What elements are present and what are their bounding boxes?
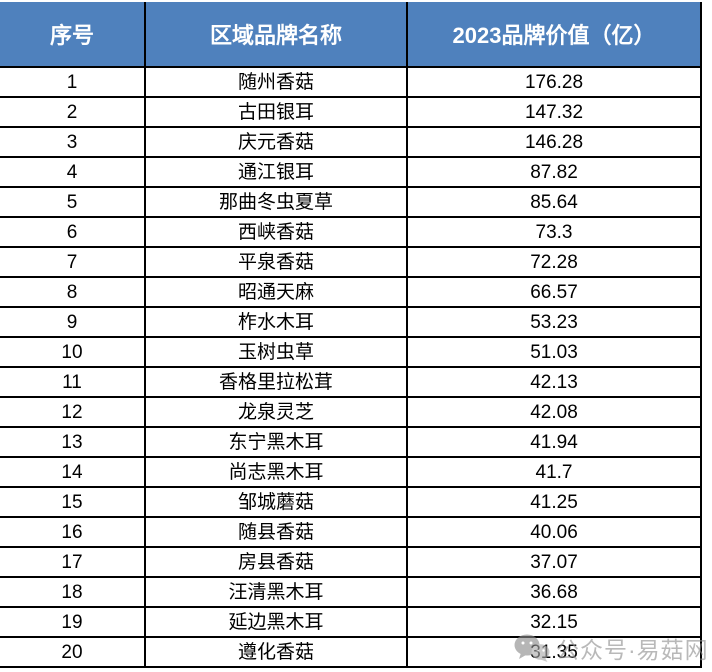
cell-brand: 东宁黑木耳 bbox=[144, 426, 408, 458]
cell-value: 41.25 bbox=[406, 486, 702, 518]
cell-value: 41.94 bbox=[406, 426, 702, 458]
cell-value: 40.06 bbox=[406, 516, 702, 548]
cell-value: 72.28 bbox=[406, 246, 702, 278]
cell-rank: 3 bbox=[0, 126, 146, 158]
cell-value: 36.68 bbox=[406, 576, 702, 608]
table-row: 5 那曲冬虫夏草 85.64 bbox=[0, 186, 702, 218]
cell-rank: 9 bbox=[0, 306, 146, 338]
table-row: 19 延边黑木耳 32.15 bbox=[0, 606, 702, 638]
cell-brand: 古田银耳 bbox=[144, 96, 408, 128]
table-row: 13 东宁黑木耳 41.94 bbox=[0, 426, 702, 458]
cell-value: 87.82 bbox=[406, 156, 702, 188]
cell-rank: 13 bbox=[0, 426, 146, 458]
table-row: 15 邹城蘑菇 41.25 bbox=[0, 486, 702, 518]
table-body: 1 随州香菇 176.28 2 古田银耳 147.32 3 庆元香菇 146.2… bbox=[0, 66, 702, 668]
table-row: 14 尚志黑木耳 41.7 bbox=[0, 456, 702, 488]
cell-value: 146.28 bbox=[406, 126, 702, 158]
cell-value: 37.07 bbox=[406, 546, 702, 578]
cell-brand: 随州香菇 bbox=[144, 66, 408, 98]
cell-value: 73.3 bbox=[406, 216, 702, 248]
table-row: 6 西峡香菇 73.3 bbox=[0, 216, 702, 248]
cell-rank: 1 bbox=[0, 66, 146, 98]
header-rank: 序号 bbox=[0, 2, 146, 68]
table-row: 20 遵化香菇 31.35 bbox=[0, 636, 702, 668]
cell-value: 42.08 bbox=[406, 396, 702, 428]
table-row: 17 房县香菇 37.07 bbox=[0, 546, 702, 578]
cell-rank: 14 bbox=[0, 456, 146, 488]
cell-brand: 香格里拉松茸 bbox=[144, 366, 408, 398]
cell-value: 66.57 bbox=[406, 276, 702, 308]
cell-value: 147.32 bbox=[406, 96, 702, 128]
table-row: 16 随县香菇 40.06 bbox=[0, 516, 702, 548]
cell-brand: 延边黑木耳 bbox=[144, 606, 408, 638]
cell-rank: 18 bbox=[0, 576, 146, 608]
header-value: 2023品牌价值（亿） bbox=[406, 2, 702, 68]
table-row: 10 玉树虫草 51.03 bbox=[0, 336, 702, 368]
table-row: 7 平泉香菇 72.28 bbox=[0, 246, 702, 278]
table-row: 4 通江银耳 87.82 bbox=[0, 156, 702, 188]
cell-rank: 10 bbox=[0, 336, 146, 368]
table-row: 12 龙泉灵芝 42.08 bbox=[0, 396, 702, 428]
cell-value: 176.28 bbox=[406, 66, 702, 98]
cell-brand: 尚志黑木耳 bbox=[144, 456, 408, 488]
cell-brand: 房县香菇 bbox=[144, 546, 408, 578]
cell-brand: 那曲冬虫夏草 bbox=[144, 186, 408, 218]
cell-rank: 5 bbox=[0, 186, 146, 218]
table-row: 3 庆元香菇 146.28 bbox=[0, 126, 702, 158]
cell-brand: 昭通天麻 bbox=[144, 276, 408, 308]
cell-rank: 2 bbox=[0, 96, 146, 128]
cell-brand: 汪清黑木耳 bbox=[144, 576, 408, 608]
cell-rank: 11 bbox=[0, 366, 146, 398]
cell-rank: 4 bbox=[0, 156, 146, 188]
table-row: 18 汪清黑木耳 36.68 bbox=[0, 576, 702, 608]
cell-brand: 邹城蘑菇 bbox=[144, 486, 408, 518]
cell-brand: 柞水木耳 bbox=[144, 306, 408, 338]
cell-rank: 16 bbox=[0, 516, 146, 548]
cell-value: 42.13 bbox=[406, 366, 702, 398]
cell-brand: 通江银耳 bbox=[144, 156, 408, 188]
cell-rank: 6 bbox=[0, 216, 146, 248]
cell-rank: 15 bbox=[0, 486, 146, 518]
cell-brand: 庆元香菇 bbox=[144, 126, 408, 158]
header-brand: 区域品牌名称 bbox=[144, 2, 408, 68]
table-row: 8 昭通天麻 66.57 bbox=[0, 276, 702, 308]
cell-brand: 西峡香菇 bbox=[144, 216, 408, 248]
cell-rank: 17 bbox=[0, 546, 146, 578]
table-row: 11 香格里拉松茸 42.13 bbox=[0, 366, 702, 398]
cell-brand: 遵化香菇 bbox=[144, 636, 408, 668]
cell-brand: 平泉香菇 bbox=[144, 246, 408, 278]
cell-value: 32.15 bbox=[406, 606, 702, 638]
cell-value: 53.23 bbox=[406, 306, 702, 338]
cell-brand: 龙泉灵芝 bbox=[144, 396, 408, 428]
cell-rank: 20 bbox=[0, 636, 146, 668]
cell-rank: 8 bbox=[0, 276, 146, 308]
cell-rank: 19 bbox=[0, 606, 146, 638]
cell-brand: 随县香菇 bbox=[144, 516, 408, 548]
table-row: 9 柞水木耳 53.23 bbox=[0, 306, 702, 338]
brand-value-table: 序号 区域品牌名称 2023品牌价值（亿） 1 随州香菇 176.28 2 古田… bbox=[0, 2, 702, 668]
cell-brand: 玉树虫草 bbox=[144, 336, 408, 368]
cell-value: 41.7 bbox=[406, 456, 702, 488]
cell-value: 31.35 bbox=[406, 636, 702, 668]
cell-rank: 7 bbox=[0, 246, 146, 278]
cell-rank: 12 bbox=[0, 396, 146, 428]
header-row: 序号 区域品牌名称 2023品牌价值（亿） bbox=[0, 2, 702, 68]
table-row: 1 随州香菇 176.28 bbox=[0, 66, 702, 98]
cell-value: 51.03 bbox=[406, 336, 702, 368]
table-row: 2 古田银耳 147.32 bbox=[0, 96, 702, 128]
cell-value: 85.64 bbox=[406, 186, 702, 218]
